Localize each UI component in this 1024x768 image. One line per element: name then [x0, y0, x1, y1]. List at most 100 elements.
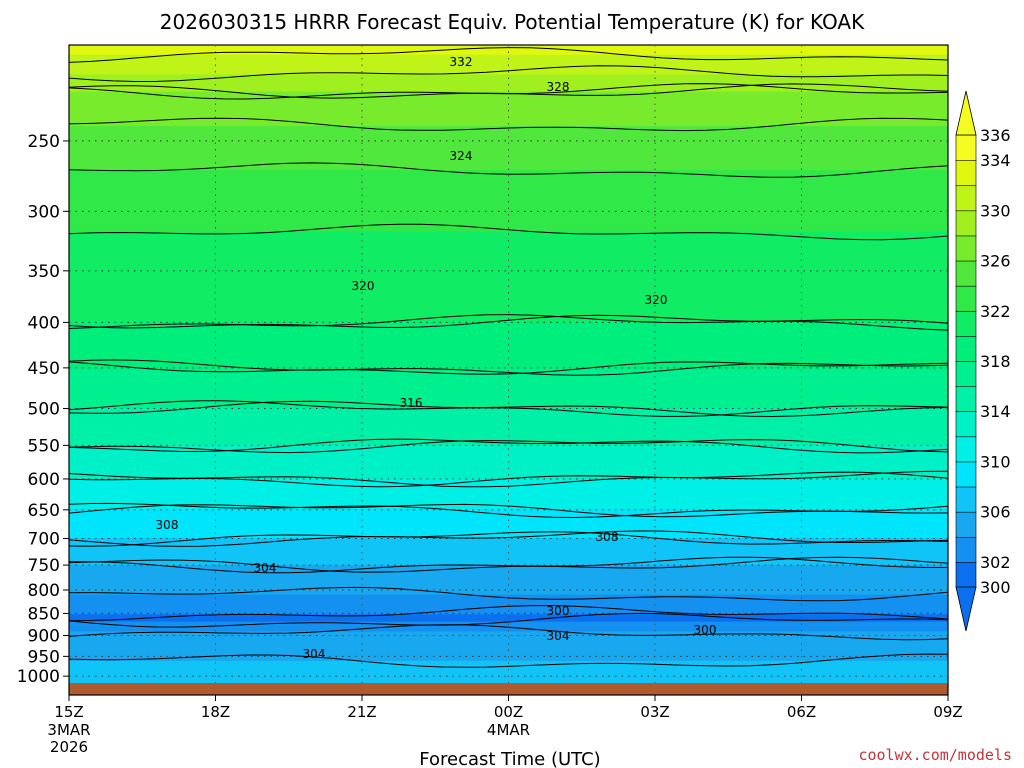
credit-text[interactable]: coolwx.com/models: [858, 746, 1012, 764]
field-band: [69, 111, 948, 115]
y-tick-label: 650: [28, 501, 60, 521]
colorbar-label: 330: [980, 201, 1011, 220]
field-band: [69, 548, 948, 552]
field-band: [69, 98, 948, 103]
field-band: [69, 552, 948, 556]
field-band: [69, 101, 948, 105]
field-band: [69, 67, 948, 71]
colorbar-bin: [955, 159, 977, 187]
field-band: [69, 64, 948, 68]
y-tick-label: 350: [28, 262, 60, 282]
colorbar-bin: [955, 310, 977, 337]
field-band: [69, 425, 948, 429]
field-band: [69, 268, 948, 272]
field-band: [69, 123, 948, 127]
field-band: [69, 658, 948, 662]
field-band: [69, 103, 948, 107]
colorbar-bin: [955, 511, 977, 538]
contour-line: [68, 359, 949, 376]
contour-line: [68, 83, 949, 100]
field-band: [69, 665, 948, 669]
colorbar-label: 318: [980, 352, 1011, 371]
field-band: [69, 462, 948, 466]
field-band: [69, 381, 948, 385]
contour-line: [68, 471, 949, 488]
field-band: [69, 643, 948, 647]
field-band: [69, 86, 948, 90]
field-band: [69, 457, 948, 461]
field-band: [69, 454, 948, 458]
colorbar-bin: [955, 486, 977, 513]
field-band: [69, 611, 948, 615]
y-tick-label: 750: [28, 556, 60, 576]
field-band: [69, 656, 948, 660]
colorbar-bin: [955, 235, 977, 262]
field-band: [69, 599, 948, 603]
field-band: [69, 280, 948, 284]
field-band: [69, 256, 948, 260]
field-band: [69, 231, 948, 235]
field-band: [69, 528, 948, 532]
field-band: [69, 165, 948, 169]
field-band: [69, 602, 948, 606]
field-band: [69, 633, 948, 637]
field-band: [69, 592, 948, 596]
y-tick-label: 550: [28, 436, 60, 456]
field-band: [69, 202, 948, 206]
field-band: [69, 54, 948, 58]
x-tick-label: 21Z: [347, 703, 376, 721]
field-band: [69, 270, 948, 274]
contour-line: [68, 438, 949, 454]
field-band: [69, 437, 948, 441]
field-band: [69, 670, 948, 674]
field-band: [69, 327, 948, 331]
field-band: [69, 140, 948, 144]
colorbar-arrow-top: [955, 90, 977, 136]
colorbar-bin: [955, 410, 977, 438]
colorbar-bin: [955, 335, 977, 362]
field-band: [69, 179, 948, 184]
field-band: [69, 248, 948, 252]
field-band: [69, 582, 948, 586]
field-band: [69, 393, 948, 397]
field-band: [69, 224, 948, 228]
field-band: [69, 273, 948, 277]
field-band: [69, 390, 948, 395]
contour-line: [68, 586, 949, 602]
field-band: [69, 584, 948, 588]
field-band: [69, 449, 948, 453]
field-band: [69, 432, 948, 436]
y-tick-label: 900: [28, 626, 60, 646]
colorbar-bin: [955, 260, 977, 287]
field-band: [69, 332, 948, 336]
field-band: [69, 295, 948, 299]
field-band: [69, 626, 948, 630]
field-band: [69, 160, 948, 164]
colorbar-bin: [955, 210, 977, 237]
x-tick-sublabel: 4MAR: [487, 721, 530, 739]
x-tick-label: 00Z: [494, 703, 523, 721]
contour-line: [68, 612, 949, 628]
field-band: [69, 118, 948, 122]
y-tick-label: 400: [28, 313, 60, 333]
field-band: [69, 45, 948, 49]
contour-line: [68, 556, 948, 574]
field-band: [69, 143, 948, 147]
field-band: [69, 410, 948, 414]
x-tick-label: 09Z: [933, 703, 962, 721]
y-tick-label: 450: [28, 359, 60, 379]
field-band: [69, 307, 948, 311]
field-band: [69, 170, 948, 174]
colorbar-label: 300: [980, 578, 1011, 597]
field-band: [69, 503, 948, 507]
colorbar-bin: [955, 134, 977, 161]
field-band: [69, 162, 948, 166]
field-band: [69, 106, 948, 110]
colorbar-bin: [955, 285, 977, 312]
field-band: [69, 130, 948, 134]
field-band: [69, 403, 948, 407]
field-band: [69, 221, 948, 225]
colorbar: 300 302 306 310 314 318 322 326 330 334 336: [955, 90, 1011, 632]
contour-label: 308: [596, 530, 619, 544]
field-band: [69, 624, 948, 628]
